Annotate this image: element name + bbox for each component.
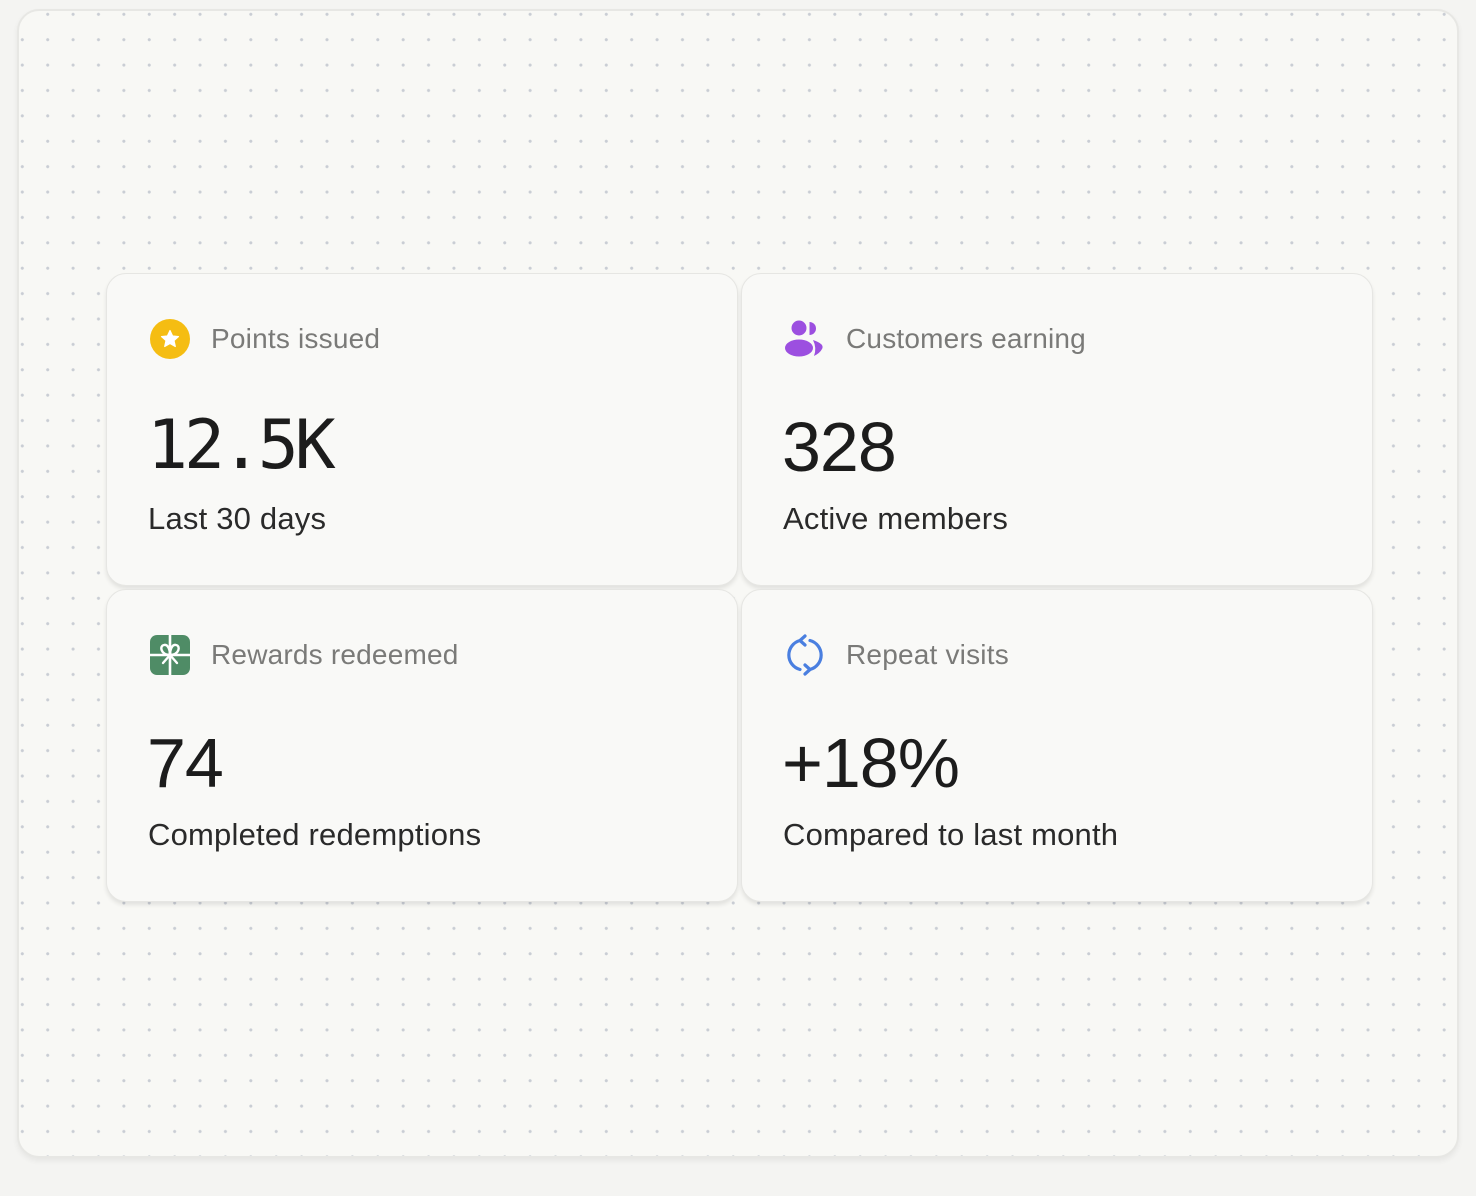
card-header: Rewards redeemed: [149, 634, 459, 676]
card-subtitle: Active members: [783, 501, 1009, 536]
card-value: 328: [782, 408, 897, 486]
card-value: +18%: [782, 724, 960, 802]
card-subtitle: Completed redemptions: [148, 817, 482, 852]
stat-card-customers-earning: Customers earning 328 Active members: [741, 273, 1373, 586]
card-label: Rewards redeemed: [211, 639, 459, 670]
card-header: Customers earning: [784, 318, 1086, 360]
stat-card-points-issued: Points issued 12.5K Last 30 days: [106, 273, 738, 586]
card-subtitle: Last 30 days: [148, 501, 327, 536]
gift-icon: [149, 634, 191, 676]
card-value: 74: [147, 724, 224, 802]
refresh-icon: [784, 634, 826, 676]
card-label: Repeat visits: [846, 639, 1009, 670]
card-header: Points issued: [149, 318, 380, 360]
dashboard-panel: Points issued 12.5K Last 30 days Custome…: [17, 9, 1459, 1158]
card-value: 12.5K: [147, 406, 336, 485]
stat-card-repeat-visits: Repeat visits +18% Compared to last mont…: [741, 589, 1373, 902]
card-label: Points issued: [211, 323, 381, 354]
star-icon: [149, 318, 191, 360]
stat-card-rewards-redeemed: Rewards redeemed 74 Completed redemption…: [106, 589, 738, 902]
card-header: Repeat visits: [784, 634, 1009, 676]
users-icon: [784, 318, 826, 360]
card-subtitle: Compared to last month: [783, 817, 1119, 852]
card-label: Customers earning: [846, 323, 1086, 354]
